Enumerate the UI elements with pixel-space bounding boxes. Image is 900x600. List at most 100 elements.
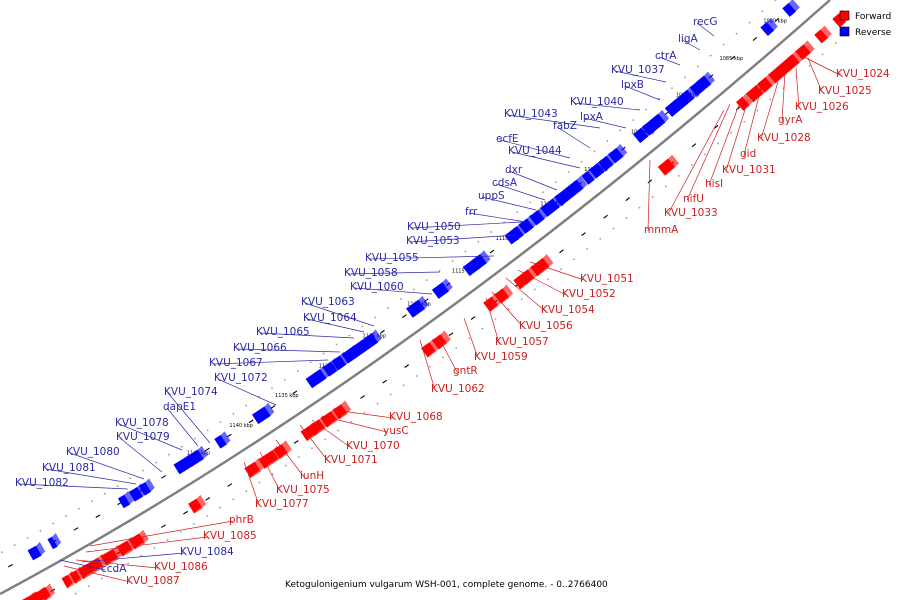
reverse-gene-top <box>363 329 376 339</box>
track-dot <box>129 477 132 480</box>
reverse-gene-label-leader <box>166 407 199 447</box>
reverse-gene-label-kvu-1072: KVU_1072 <box>214 372 268 384</box>
reverse-gene-label-kvu-1065: KVU_1065 <box>256 326 310 338</box>
reverse-gene-label-kvu-1082: KVU_1082 <box>15 477 69 489</box>
tick-mark <box>95 514 101 518</box>
forward-gene-label-leader <box>491 291 524 328</box>
reverse-gene-label-kvu-1040: KVU_1040 <box>570 96 624 108</box>
forward-gene-side <box>542 254 554 267</box>
tick-mark <box>730 55 736 60</box>
tick-label: 1085 kbp <box>720 56 744 62</box>
forward-gene-side <box>742 92 754 106</box>
reverse-gene <box>471 250 491 270</box>
reverse-gene <box>760 18 778 37</box>
reverse-gene-top <box>554 175 581 198</box>
track-dot <box>761 10 764 13</box>
forward-gene-label-leader <box>667 109 725 215</box>
forward-gene <box>244 457 265 479</box>
reverse-gene-label-dxr: dxr <box>505 164 523 176</box>
forward-gene <box>757 73 777 93</box>
reverse-gene-label-kvu-1037: KVU_1037 <box>611 64 665 76</box>
track-dot <box>769 98 772 101</box>
track-dot <box>756 109 759 112</box>
track-dot <box>529 201 531 204</box>
forward-gene <box>530 254 554 277</box>
track-dot <box>554 181 557 184</box>
reverse-gene <box>554 175 588 207</box>
forward-gene-side <box>254 457 265 472</box>
reverse-gene-label-leader <box>495 183 546 201</box>
forward-gene-top <box>839 18 850 28</box>
track-dot <box>193 437 196 440</box>
forward-gene-label-kvu-1068: KVU_1068 <box>389 411 443 423</box>
reverse-gene-top <box>432 278 447 290</box>
forward-gene-top <box>753 89 768 102</box>
track-dot <box>335 343 338 346</box>
reverse-gene-label-leader <box>499 139 571 159</box>
tick-mark <box>401 314 407 319</box>
reverse-gene-top <box>689 78 700 88</box>
track-dot <box>455 346 458 349</box>
track-dot <box>13 544 16 546</box>
forward-gene-side <box>97 553 108 568</box>
reverse-gene-label-leader <box>18 483 129 490</box>
forward-gene <box>795 40 815 61</box>
reverse-gene-label-lpxa: lpxA <box>580 111 604 123</box>
tick-mark <box>603 214 608 219</box>
reverse-gene <box>305 365 331 389</box>
reverse-gene-label-ctra: ctrA <box>655 50 677 62</box>
tick-mark <box>205 497 211 501</box>
track-dot <box>520 298 523 301</box>
reverse-gene-label-kvu-1080: KVU_1080 <box>66 446 120 458</box>
reverse-gene-top <box>665 85 692 109</box>
forward-gene-label-leader <box>795 67 800 109</box>
track-dot <box>271 473 274 476</box>
reverse-gene-label-leader <box>59 559 106 571</box>
reverse-gene-side <box>371 329 382 343</box>
forward-gene-top <box>83 563 108 579</box>
reverse-gene-label-leader <box>304 302 375 327</box>
forward-gene-side <box>341 400 352 414</box>
forward-gene-label-kvu-1026: KVU_1026 <box>795 101 849 113</box>
reverse-gene-label-leader <box>368 255 495 260</box>
forward-gene-label-kvu-1054: KVU_1054 <box>541 304 595 316</box>
forward-gene-top <box>106 554 123 566</box>
track-dot <box>704 153 706 156</box>
forward-gene-label-leader <box>485 297 500 344</box>
tick-mark <box>360 395 365 399</box>
track-dot <box>101 577 103 580</box>
track-dot <box>350 420 353 423</box>
reverse-gene-label-leader <box>508 170 558 191</box>
reverse-gene-label-kvu-1084: KVU_1084 <box>180 546 234 558</box>
forward-gene-side <box>196 494 207 509</box>
tick-mark <box>625 197 631 202</box>
track-dot <box>415 375 418 377</box>
reverse-gene-label-leader <box>69 452 145 480</box>
forward-gene-top <box>764 81 777 93</box>
forward-gene-label-kvu-1051: KVU_1051 <box>580 273 634 285</box>
track-dot <box>153 546 156 549</box>
track-dot <box>116 485 119 487</box>
track-dot <box>638 206 641 209</box>
reverse-gene-label-leader <box>410 221 523 229</box>
track-dot <box>363 411 366 414</box>
tick-mark <box>248 419 254 424</box>
track-dot <box>180 445 183 448</box>
reverse-gene <box>405 295 429 318</box>
forward-gene-top <box>427 347 440 358</box>
track-dot <box>546 278 549 281</box>
reverse-gene-side <box>687 85 699 99</box>
track-dot <box>606 140 609 142</box>
reverse-gene-label-kvu-1058: KVU_1058 <box>344 267 398 279</box>
forward-gene-label-mnma: mnmA <box>644 224 679 236</box>
forward-gene-top <box>438 339 451 350</box>
track-dot <box>87 585 90 588</box>
reverse-gene-top <box>504 226 515 236</box>
dot-tracks <box>0 0 837 595</box>
reverse-gene-top <box>463 255 478 267</box>
forward-gene-label-kvu-1052: KVU_1052 <box>562 288 616 300</box>
track-dot <box>560 268 562 271</box>
track-dot <box>651 196 654 198</box>
reverse-gene-label-leader <box>658 56 681 66</box>
